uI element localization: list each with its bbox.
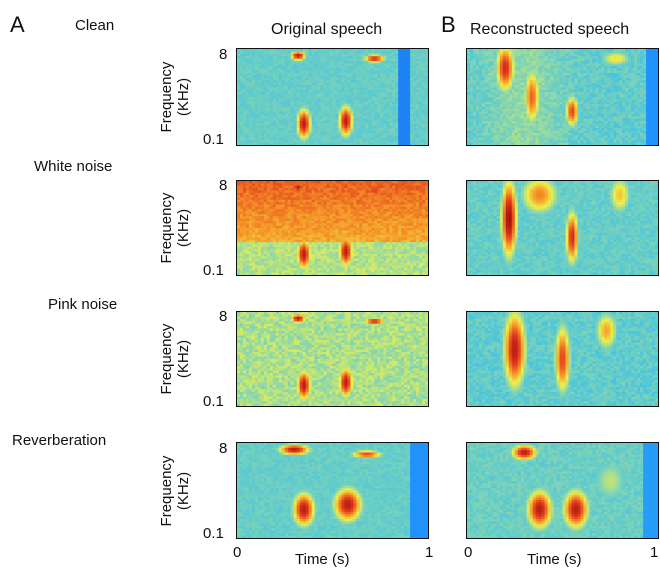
panel-a-label: A bbox=[10, 12, 25, 38]
y-tick-top-row2: 8 bbox=[219, 177, 227, 194]
spectrogram-original-clean bbox=[236, 48, 429, 146]
spectrogram-image bbox=[237, 49, 428, 145]
x-axis-label-original: Time (s) bbox=[295, 551, 349, 568]
condition-label-pink-noise: Pink noise bbox=[48, 296, 117, 313]
spectrogram-reconstructed-reverberation bbox=[466, 442, 659, 539]
y-axis-label-row2: Frequency (KHz) bbox=[158, 183, 192, 273]
spectrogram-original-white-noise bbox=[236, 180, 429, 276]
y-axis-label-row4: Frequency (KHz) bbox=[158, 446, 192, 536]
x-tick-end-original: 1 bbox=[425, 544, 433, 561]
x-tick-start-reconstructed: 0 bbox=[464, 544, 472, 561]
spectrogram-reconstructed-pink-noise bbox=[466, 311, 659, 407]
y-tick-bottom-row2: 0.1 bbox=[203, 262, 224, 279]
reconstructed-speech-title: Reconstructed speech bbox=[470, 21, 629, 39]
y-tick-top-row4: 8 bbox=[219, 440, 227, 457]
spectrogram-image bbox=[237, 312, 428, 406]
spectrogram-image bbox=[237, 443, 428, 538]
x-axis-label-reconstructed: Time (s) bbox=[527, 551, 581, 568]
condition-label-clean: Clean bbox=[75, 17, 114, 34]
y-tick-bottom-row4: 0.1 bbox=[203, 525, 224, 542]
condition-label-reverberation: Reverberation bbox=[12, 432, 106, 449]
panel-b-label: B bbox=[441, 12, 456, 38]
condition-label-white-noise: White noise bbox=[34, 158, 112, 175]
x-tick-start-original: 0 bbox=[233, 544, 241, 561]
x-tick-end-reconstructed: 1 bbox=[650, 544, 658, 561]
spectrogram-image bbox=[467, 181, 658, 275]
spectrogram-original-reverberation bbox=[236, 442, 429, 539]
spectrogram-reconstructed-clean bbox=[466, 48, 659, 146]
spectrogram-image bbox=[467, 49, 658, 145]
y-axis-label-row1: Frequency (KHz) bbox=[158, 52, 192, 142]
y-tick-top-row3: 8 bbox=[219, 308, 227, 325]
y-axis-label-row3: Frequency (KHz) bbox=[158, 314, 192, 404]
y-tick-bottom-row3: 0.1 bbox=[203, 393, 224, 410]
original-speech-title: Original speech bbox=[271, 21, 382, 39]
y-tick-bottom-row1: 0.1 bbox=[203, 131, 224, 148]
y-tick-top-row1: 8 bbox=[219, 46, 227, 63]
spectrogram-reconstructed-white-noise bbox=[466, 180, 659, 276]
spectrogram-image bbox=[467, 443, 658, 538]
spectrogram-image bbox=[237, 181, 428, 275]
spectrogram-image bbox=[467, 312, 658, 406]
spectrogram-original-pink-noise bbox=[236, 311, 429, 407]
